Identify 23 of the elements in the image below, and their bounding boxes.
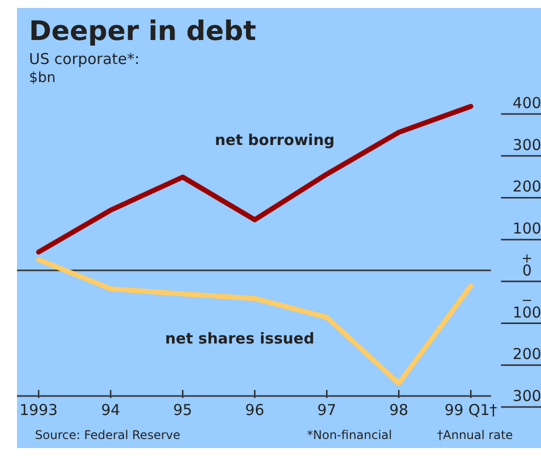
x-tick-label: 99 Q1† <box>444 401 498 419</box>
series-label: net shares issued <box>165 329 314 348</box>
series-label: net borrowing <box>214 130 335 149</box>
y-tick-label: 100 <box>512 220 541 238</box>
y-tick-label: 200 <box>512 178 541 196</box>
x-tick-label: 94 <box>101 401 120 419</box>
y-tick-label: − 100 <box>512 293 541 322</box>
text: *Non-financial <box>307 428 392 442</box>
x-tick-label: 98 <box>389 401 408 419</box>
source-note: Source: Federal Reserve <box>35 428 180 442</box>
y-tick-label: + 0 <box>522 251 532 280</box>
y-tick-label: 300 <box>512 136 541 154</box>
chart-title: Deeper in debt <box>29 16 256 47</box>
chart-subtitle: US corporate*: <box>29 50 140 68</box>
x-tick-label: 96 <box>245 401 264 419</box>
y-axis-title: $bn <box>29 70 56 86</box>
y-tick-label: 200 <box>512 345 541 364</box>
y-tick-label: 300 <box>512 387 541 405</box>
y-tick-label: 400 <box>512 94 541 112</box>
text: †Annual rate <box>437 428 513 442</box>
x-tick-label: 95 <box>173 401 192 419</box>
x-tick-label: 97 <box>317 401 336 419</box>
x-tick-label: 1993 <box>20 401 58 419</box>
